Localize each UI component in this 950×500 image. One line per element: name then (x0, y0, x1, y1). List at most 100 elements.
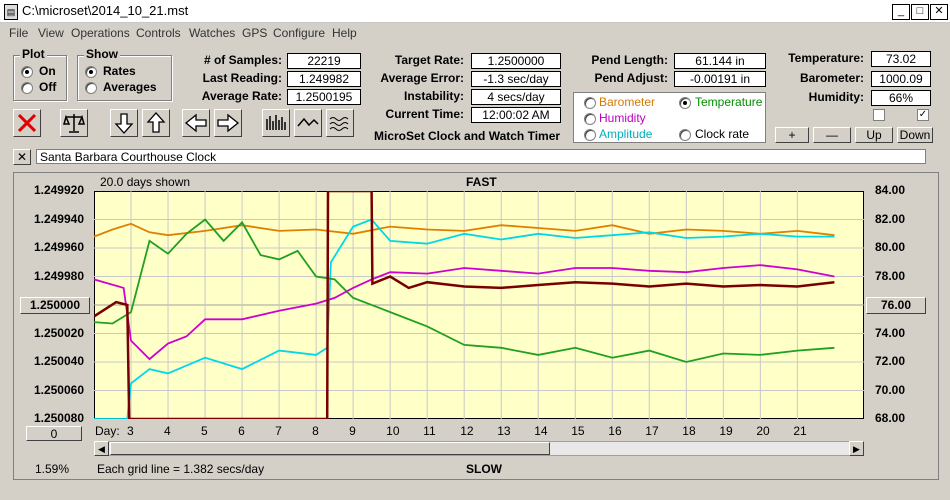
humidity-radio[interactable] (584, 113, 596, 125)
humidity-option-label: Humidity (599, 111, 646, 125)
x-tick-label: 20 (756, 424, 770, 438)
stop-button[interactable] (13, 109, 41, 137)
x-tick-label: 17 (645, 424, 659, 438)
y-left-tick: 1.250020 (33, 325, 84, 340)
menu-help[interactable]: Help (332, 26, 357, 40)
show-rates-radio[interactable] (85, 66, 97, 78)
zero-button[interactable]: 0 (26, 426, 82, 441)
checkbox-right-checked[interactable]: ✓ (917, 109, 929, 121)
days-shown-label: 20.0 days shown (100, 175, 191, 189)
temperature-radio[interactable] (679, 97, 691, 109)
series-line-2 (94, 218, 835, 363)
menu-operations[interactable]: Operations (71, 26, 130, 40)
x-tick-label: 3 (127, 424, 134, 438)
bars-view-button[interactable] (262, 109, 290, 137)
y-left-tick: 1.249940 (33, 211, 84, 226)
x-tick-label: 8 (312, 424, 319, 438)
scroll-left-button[interactable]: ◀ (94, 441, 109, 456)
plus-button[interactable]: + (775, 127, 809, 143)
x-tick-label: 4 (164, 424, 171, 438)
show-rates-label: Rates (103, 64, 136, 78)
menu-gps[interactable]: GPS (242, 26, 268, 40)
rate-chart (94, 191, 864, 419)
menu-view[interactable]: View (38, 26, 64, 40)
x-tick-label: 18 (682, 424, 696, 438)
plot-off-label: Off (39, 80, 57, 94)
samples-field: 22219 (287, 53, 361, 69)
humidity-label: Humidity: (808, 90, 864, 104)
series-line-4 (94, 191, 835, 419)
menu-configure[interactable]: Configure (273, 26, 326, 40)
arrow-down-button[interactable] (110, 109, 138, 137)
arrow-right-button[interactable] (214, 109, 242, 137)
clock-rate-radio[interactable] (679, 129, 691, 141)
y-right-tick: 70.00 (875, 382, 906, 397)
y-left-tick: 1.250060 (33, 382, 84, 397)
menu-controls[interactable]: Controls (136, 26, 181, 40)
humidity-field: 66% (871, 90, 931, 106)
target-rate-field: 1.2500000 (471, 53, 561, 69)
y-right-tick: 84.00 (875, 183, 906, 197)
minus-button[interactable]: — (813, 127, 851, 143)
x-tick-label: 6 (238, 424, 245, 438)
center-temp-button[interactable]: 76.00 (866, 297, 926, 314)
arrow-left-icon (184, 113, 207, 133)
arrow-up-button[interactable] (142, 109, 170, 137)
barometer-field: 1000.09 (871, 71, 931, 87)
pend-adjust-field: -0.00191 in (674, 71, 766, 87)
scroll-thumb[interactable] (110, 442, 550, 455)
show-averages-label: Averages (103, 80, 157, 94)
up-button[interactable]: Up (855, 127, 893, 143)
series-line-0 (94, 222, 835, 238)
day-axis-label: Day: (95, 424, 120, 438)
plot-on-radio[interactable] (21, 66, 33, 78)
y-left-tick: 1.249980 (33, 268, 84, 283)
pend-length-label: Pend Length: (591, 53, 668, 67)
amplitude-radio[interactable] (584, 129, 596, 141)
y-left-tick: 1.250080 (33, 411, 84, 425)
center-rate-button[interactable]: 1.250000 (20, 297, 90, 314)
show-averages-radio[interactable] (85, 82, 97, 94)
scroll-right-button[interactable]: ▶ (849, 441, 864, 456)
x-tick-label: 13 (497, 424, 511, 438)
app-icon: ▤ (4, 4, 18, 20)
wave-view-button[interactable] (326, 109, 354, 137)
pend-length-field: 61.144 in (674, 53, 766, 69)
show-group (77, 55, 172, 101)
average-error-label: Average Error: (380, 71, 464, 85)
description-field[interactable]: Santa Barbara Courthouse Clock (36, 149, 926, 164)
fast-label: FAST (466, 175, 497, 189)
arrow-left-button[interactable] (182, 109, 210, 137)
temperature-option-label: Temperature (695, 95, 763, 109)
plot-on-label: On (39, 64, 56, 78)
clear-description-button[interactable]: ✕ (13, 149, 31, 165)
aux-plot-panel (573, 92, 766, 143)
line-view-button[interactable] (294, 109, 322, 137)
average-rate-label: Average Rate: (201, 89, 282, 103)
x-tick-label: 9 (349, 424, 356, 438)
temperature-label: Temperature: (788, 51, 864, 65)
menu-watches[interactable]: Watches (189, 26, 236, 40)
x-tick-label: 15 (571, 424, 585, 438)
samples-label: # of Samples: (203, 53, 282, 67)
slow-label: SLOW (466, 462, 502, 476)
instability-field: 4 secs/day (471, 89, 561, 105)
menu-file[interactable]: File (9, 26, 29, 40)
show-group-title: Show (84, 47, 120, 61)
maximize-button[interactable]: □ (911, 4, 929, 20)
checkbox-left[interactable] (873, 109, 885, 121)
current-time-field: 12:00:02 AM (471, 107, 561, 123)
amplitude-option-label: Amplitude (599, 127, 653, 141)
wave-lines-icon (329, 117, 349, 131)
down-button[interactable]: Down (897, 127, 933, 143)
last-reading-label: Last Reading: (202, 71, 282, 85)
current-time-label: Current Time: (385, 107, 464, 121)
menu-bar: File View Operations Controls Watches GP… (0, 23, 950, 43)
minimize-button[interactable]: _ (892, 4, 910, 20)
barometer-radio[interactable] (584, 97, 596, 109)
close-button[interactable]: ✕ (930, 4, 948, 20)
balance-button[interactable] (60, 109, 88, 137)
x-tick-label: 19 (719, 424, 733, 438)
plot-off-radio[interactable] (21, 82, 33, 94)
x-tick-label: 12 (460, 424, 474, 438)
